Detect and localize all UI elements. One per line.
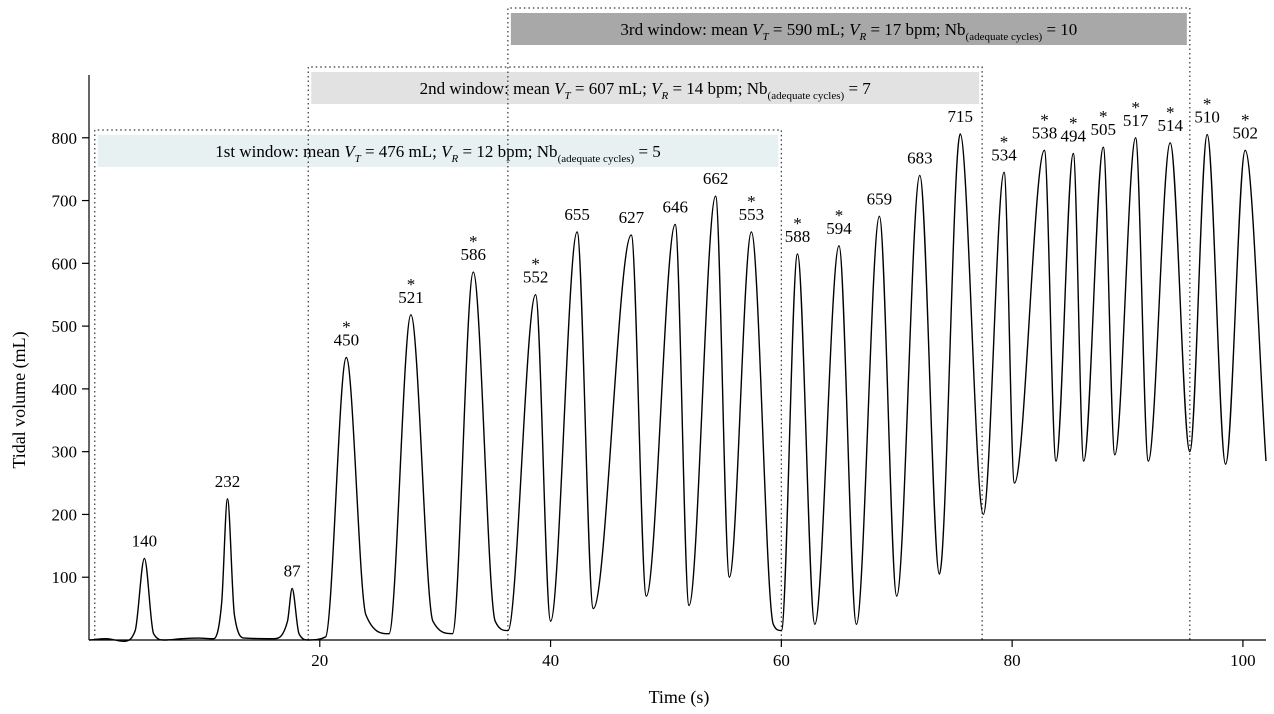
peak-value-label: 87 xyxy=(284,562,302,581)
x-axis-title: Time (s) xyxy=(649,687,710,708)
window-label-part: = 476 mL; xyxy=(361,142,441,161)
x-tick-label: 100 xyxy=(1230,651,1256,670)
adequate-cycle-marker: * xyxy=(1000,132,1009,151)
peak-value-label: 662 xyxy=(703,169,729,188)
window-label-part: 3rd window: mean xyxy=(620,20,752,39)
window-label: 2nd window: mean VT = 607 mL; VR = 14 bp… xyxy=(420,79,872,102)
window-label-part: V xyxy=(441,142,454,161)
peak-value-label: 232 xyxy=(215,472,241,491)
y-tick-label: 600 xyxy=(52,254,78,273)
peak-value-label: 140 xyxy=(132,531,158,550)
peak-value-label: 715 xyxy=(947,107,973,126)
peak-value-label: 521 xyxy=(398,288,424,307)
window-label-part: V xyxy=(344,142,357,161)
peak-value-label: 627 xyxy=(619,208,645,227)
window-label-part: (adequate cycles) xyxy=(768,90,845,102)
peak-value-label: 683 xyxy=(907,148,933,167)
adequate-cycle-marker: * xyxy=(1166,103,1175,122)
peak-value-label: 450 xyxy=(334,331,360,350)
window-label-part: T xyxy=(355,153,362,165)
adequate-cycle-marker: * xyxy=(747,192,756,211)
window-label: 3rd window: mean VT = 590 mL; VR = 17 bp… xyxy=(620,20,1077,43)
window-label-part: T xyxy=(565,90,572,102)
y-axis-title: Tidal volume (mL) xyxy=(9,331,30,468)
window-label-part: = 607 mL; xyxy=(571,79,651,98)
window-label-part: R xyxy=(858,31,866,43)
adequate-cycle-marker: * xyxy=(1203,95,1212,114)
adequate-cycle-marker: * xyxy=(1099,107,1108,126)
peak-value-label: 588 xyxy=(785,227,811,246)
window-header-band xyxy=(510,13,1187,45)
peak-value-label: 505 xyxy=(1091,120,1117,139)
window-label-part: V xyxy=(651,79,664,98)
peak-value-label: 646 xyxy=(662,197,688,216)
analysis-windows: 1st window: mean VT = 476 mL; VR = 12 bp… xyxy=(94,7,1191,640)
window-label-part: = 590 mL; xyxy=(769,20,849,39)
peak-value-label: 494 xyxy=(1061,126,1087,145)
peak-value-label: 659 xyxy=(867,189,893,208)
y-tick-label: 100 xyxy=(52,568,78,587)
adequate-cycle-marker: * xyxy=(1069,113,1078,132)
peak-value-label: 538 xyxy=(1032,123,1058,142)
window-2: 2nd window: mean VT = 607 mL; VR = 14 bp… xyxy=(307,66,983,640)
x-tick-label: 60 xyxy=(773,651,790,670)
adequate-cycle-marker: * xyxy=(407,275,416,294)
x-tick-label: 40 xyxy=(542,651,559,670)
peak-value-label: 553 xyxy=(739,205,765,224)
window-header-band xyxy=(97,135,779,167)
peak-value-label: 594 xyxy=(826,219,852,238)
window-3: 3rd window: mean VT = 590 mL; VR = 17 bp… xyxy=(507,7,1191,640)
window-label-part: 2nd window: mean xyxy=(420,79,555,98)
window-label-part: R xyxy=(451,153,459,165)
x-tick-label: 20 xyxy=(311,651,328,670)
window-label-part: (adequate cycles) xyxy=(966,31,1043,43)
peak-value-label: 510 xyxy=(1194,108,1220,127)
window-frame xyxy=(507,7,1191,640)
y-tick-label: 400 xyxy=(52,380,78,399)
adequate-cycle-marker: * xyxy=(835,206,844,225)
axes: 100 200 300 400 500 600 700 800 20 40 60 80 100 xyxy=(52,75,1266,670)
adequate-cycle-marker: * xyxy=(342,318,351,337)
window-label-part: = 5 xyxy=(634,142,661,161)
window-1: 1st window: mean VT = 476 mL; VR = 12 bp… xyxy=(94,129,782,640)
peak-value-label: 502 xyxy=(1232,123,1258,142)
peak-value-label: 534 xyxy=(991,145,1017,164)
window-label-part: = 17 bpm; Nb xyxy=(866,20,965,39)
window-label-part: = 10 xyxy=(1042,20,1077,39)
adequate-cycle-marker: * xyxy=(793,214,802,233)
window-label-part: = 12 bpm; Nb xyxy=(458,142,557,161)
x-tick-label: 80 xyxy=(1004,651,1021,670)
window-label: 1st window: mean VT = 476 mL; VR = 12 bp… xyxy=(215,142,661,165)
window-label-part: R xyxy=(660,90,668,102)
adequate-cycle-marker: * xyxy=(1040,110,1049,129)
window-label-part: V xyxy=(752,20,765,39)
window-label-part: = 7 xyxy=(844,79,871,98)
window-label-part: V xyxy=(849,20,862,39)
window-frame xyxy=(307,66,983,640)
peak-value-label: 655 xyxy=(564,205,590,224)
window-label-part: V xyxy=(554,79,567,98)
y-tick-label: 200 xyxy=(52,505,78,524)
window-label-part: 1st window: mean xyxy=(215,142,344,161)
y-tick-label: 500 xyxy=(52,317,78,336)
window-label-part: T xyxy=(763,31,770,43)
adequate-cycle-marker: * xyxy=(1241,110,1250,129)
window-label-part: (adequate cycles) xyxy=(558,153,635,165)
y-tick-label: 300 xyxy=(52,443,78,462)
adequate-cycle-marker: * xyxy=(1131,98,1140,117)
peak-value-label: 514 xyxy=(1157,116,1183,135)
y-tick-label: 700 xyxy=(52,192,78,211)
adequate-cycle-marker: * xyxy=(531,255,540,274)
peak-value-label: 586 xyxy=(461,245,487,264)
adequate-cycle-marker: * xyxy=(469,232,478,251)
y-tick-label: 800 xyxy=(52,129,78,148)
window-header-band xyxy=(311,72,980,104)
tidal-volume-waveform xyxy=(88,133,1267,642)
peak-value-label: 517 xyxy=(1123,111,1149,130)
peak-value-label: 552 xyxy=(523,268,549,287)
window-label-part: = 14 bpm; Nb xyxy=(668,79,767,98)
